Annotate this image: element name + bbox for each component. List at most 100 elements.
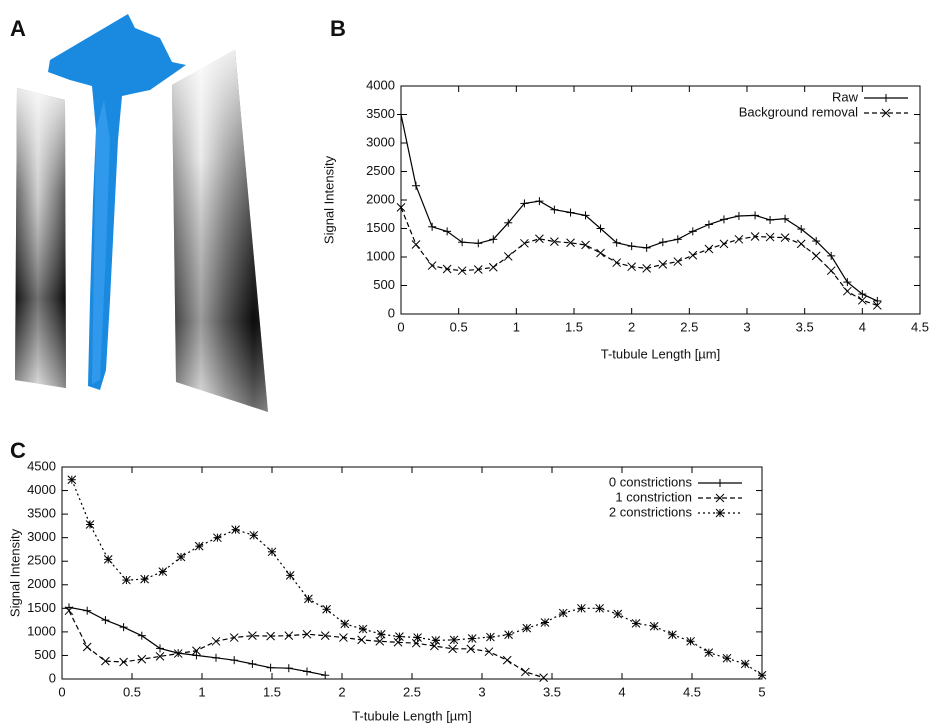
x-tick-label: 1 xyxy=(198,684,205,699)
marker xyxy=(741,660,749,668)
y-tick-label: 4000 xyxy=(27,482,56,497)
marker xyxy=(474,239,482,247)
marker xyxy=(597,249,605,257)
x-tick-label: 0.5 xyxy=(450,319,468,334)
x-tick-label: 1.5 xyxy=(565,319,583,334)
x-tick-label: 1.5 xyxy=(263,684,281,699)
marker xyxy=(250,531,258,539)
marker xyxy=(751,211,759,219)
marker xyxy=(213,534,221,542)
marker xyxy=(873,297,881,305)
marker xyxy=(632,619,640,627)
marker xyxy=(758,671,766,679)
x-tick-label: 4 xyxy=(859,319,866,334)
x-tick-label: 0.5 xyxy=(123,684,141,699)
series-line xyxy=(69,611,544,678)
marker xyxy=(432,636,440,644)
x-tick-label: 3.5 xyxy=(543,684,561,699)
marker xyxy=(285,664,293,672)
marker xyxy=(781,234,789,242)
series-line xyxy=(69,607,325,675)
x-tick-label: 2.5 xyxy=(680,319,698,334)
plot-frame xyxy=(401,86,920,314)
figure: A B C 00.511.522.533.544.505001000150020… xyxy=(0,0,931,725)
marker xyxy=(705,245,713,253)
marker xyxy=(414,634,422,642)
x-tick-label: 2 xyxy=(338,684,345,699)
marker xyxy=(705,649,713,657)
marker xyxy=(428,223,436,231)
marker xyxy=(321,671,329,679)
marker xyxy=(159,568,167,576)
marker xyxy=(596,604,604,612)
marker xyxy=(628,242,636,250)
y-axis-label: Signal Intensity xyxy=(321,155,336,244)
marker xyxy=(104,555,112,563)
x-tick-label: 3.5 xyxy=(796,319,814,334)
marker xyxy=(705,221,713,229)
marker xyxy=(520,239,528,247)
marker xyxy=(674,235,682,243)
marker xyxy=(86,520,94,528)
marker xyxy=(720,215,728,223)
y-tick-label: 3000 xyxy=(366,134,395,149)
marker xyxy=(766,216,774,224)
y-tick-label: 500 xyxy=(373,277,395,292)
y-tick-label: 2000 xyxy=(366,191,395,206)
marker xyxy=(674,258,682,266)
marker xyxy=(397,111,405,119)
panel-label: C xyxy=(10,438,26,463)
series-line xyxy=(401,207,877,305)
marker xyxy=(541,618,549,626)
marker xyxy=(781,215,789,223)
x-tick-label: 4.5 xyxy=(911,319,929,334)
marker xyxy=(505,631,513,639)
y-tick-label: 1500 xyxy=(366,220,395,235)
marker xyxy=(192,651,200,659)
marker xyxy=(323,605,331,613)
marker xyxy=(304,595,312,603)
marker xyxy=(412,639,420,647)
marker xyxy=(83,607,91,615)
x-tick-label: 3 xyxy=(743,319,750,334)
y-tick-label: 500 xyxy=(34,647,56,662)
y-axis-label: Signal Intensity xyxy=(7,528,22,617)
x-tick-label: 0 xyxy=(397,319,404,334)
x-tick-label: 3 xyxy=(478,684,485,699)
x-tick-label: 4 xyxy=(618,684,625,699)
x-tick-label: 4.5 xyxy=(683,684,701,699)
marker xyxy=(303,667,311,675)
x-tick-label: 2 xyxy=(628,319,635,334)
x-tick-label: 1 xyxy=(513,319,520,334)
marker xyxy=(377,630,385,638)
marker xyxy=(523,624,531,632)
marker xyxy=(812,252,820,260)
marker xyxy=(489,263,497,271)
marker xyxy=(120,623,128,631)
marker xyxy=(689,251,697,259)
legend-label: 2 constrictions xyxy=(609,504,693,519)
marker xyxy=(212,654,220,662)
marker xyxy=(412,240,420,248)
marker xyxy=(450,636,458,644)
marker xyxy=(540,674,548,682)
marker xyxy=(138,632,146,640)
marker xyxy=(156,644,164,652)
marker xyxy=(177,553,185,561)
marker xyxy=(882,94,890,102)
marker xyxy=(643,264,651,272)
panel-a-image xyxy=(15,14,268,412)
marker xyxy=(723,654,731,662)
y-tick-label: 2000 xyxy=(27,576,56,591)
marker xyxy=(232,526,240,534)
marker xyxy=(395,633,403,641)
y-tick-label: 3500 xyxy=(366,106,395,121)
marker xyxy=(359,625,367,633)
series-line xyxy=(401,115,877,301)
marker xyxy=(689,227,697,235)
marker xyxy=(141,575,149,583)
marker xyxy=(613,259,621,267)
marker xyxy=(735,212,743,220)
marker xyxy=(567,209,575,217)
marker xyxy=(458,238,466,246)
